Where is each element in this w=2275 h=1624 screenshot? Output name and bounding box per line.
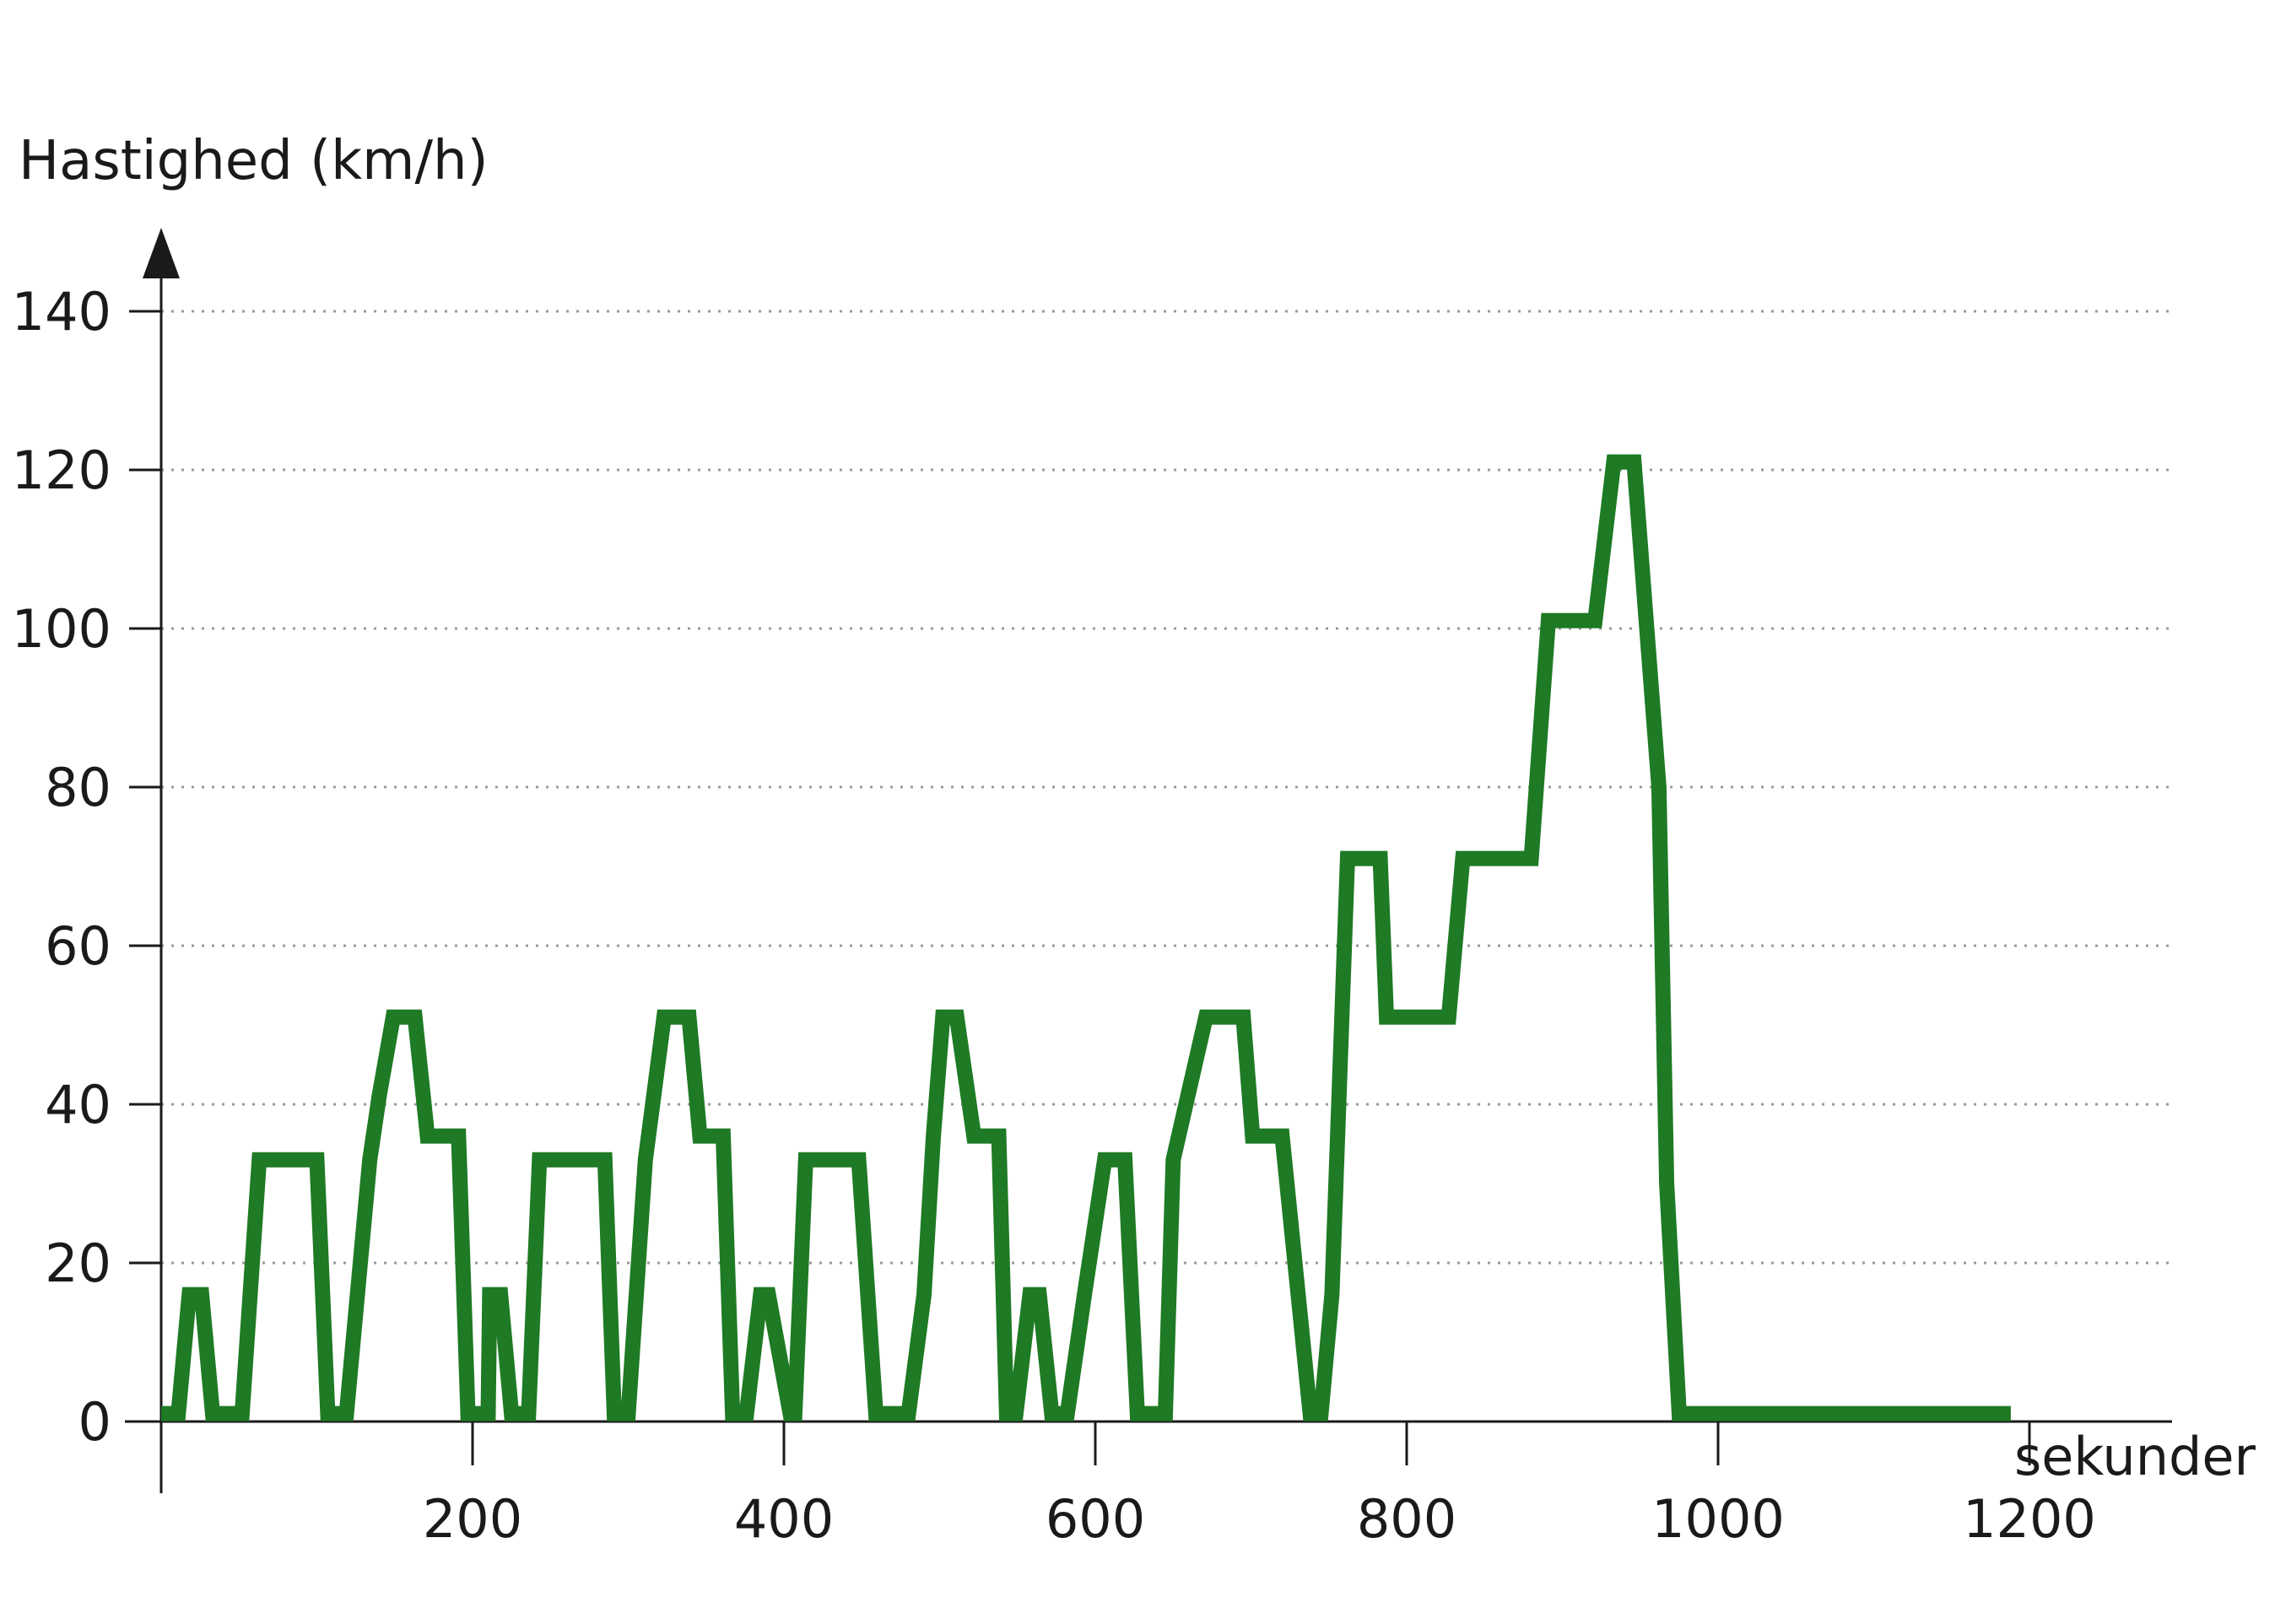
x-tick-label-1000: 1000 — [1651, 1488, 1785, 1550]
grid-lines — [161, 310, 2170, 1265]
axes — [125, 228, 2172, 1493]
y-tick-label-100: 100 — [12, 598, 111, 660]
x-tick-label-800: 800 — [1357, 1488, 1456, 1550]
series-line-0 — [161, 454, 2011, 1422]
y-tick-label-80: 80 — [45, 757, 111, 818]
tick-marks — [129, 310, 2031, 1465]
y-axis-label: Hastighed (km/h) — [19, 130, 489, 192]
x-tick-label-400: 400 — [734, 1488, 834, 1550]
x-tick-label-1200: 1200 — [1963, 1488, 2096, 1550]
y-axis-arrow — [143, 228, 180, 278]
y-tick-label-140: 140 — [12, 281, 111, 343]
x-axis-label: sekunder — [2014, 1426, 2256, 1487]
x-tick-label-200: 200 — [423, 1488, 522, 1550]
x-tick-label-600: 600 — [1046, 1488, 1145, 1550]
series-layer — [161, 454, 2011, 1422]
y-tick-label-0: 0 — [78, 1391, 111, 1453]
y-tick-label-60: 60 — [45, 915, 111, 977]
y-tick-label-120: 120 — [12, 440, 111, 501]
tick-labels: 0 20 40 60 80 100 120 140 200 400 600 800 1000 1200 — [12, 281, 2096, 1550]
y-tick-label-20: 20 — [45, 1233, 111, 1294]
y-tick-label-40: 40 — [45, 1074, 111, 1136]
